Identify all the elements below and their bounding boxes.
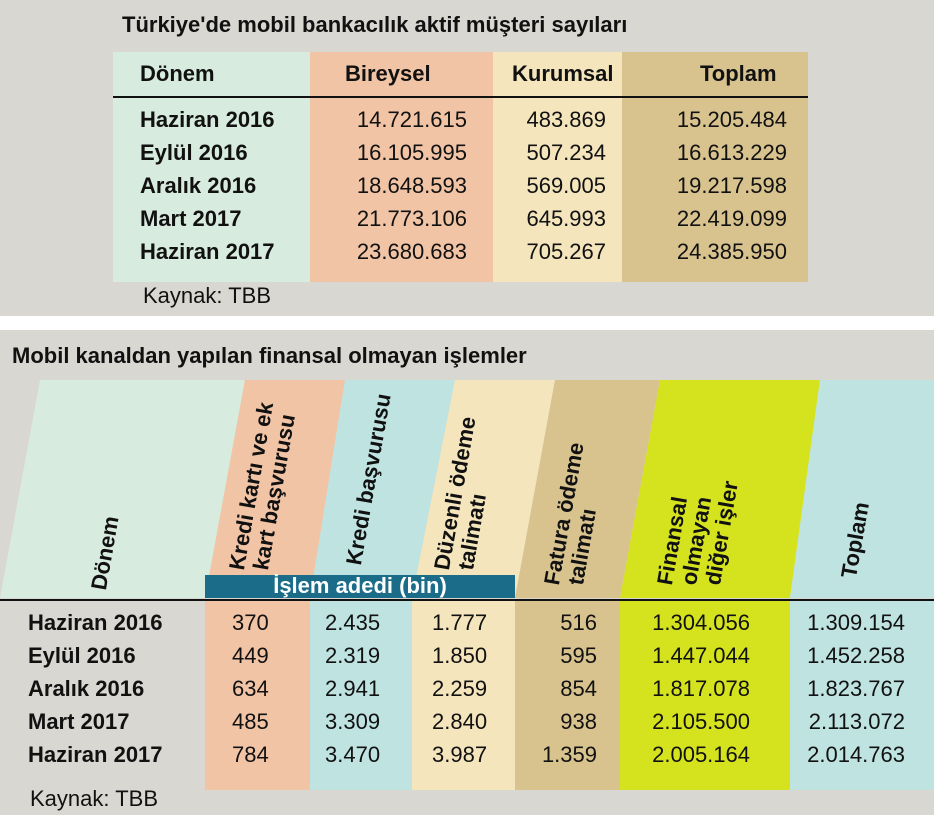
- cell: 2.113.072: [809, 709, 905, 734]
- cell: 24.385.950: [677, 239, 787, 264]
- col-bg: [790, 380, 934, 598]
- cell: 854: [560, 676, 597, 701]
- cell: 19.217.598: [677, 173, 787, 198]
- column-header: Kurumsal: [512, 61, 613, 86]
- cell: 507.234: [526, 140, 606, 165]
- cell: 516: [560, 610, 597, 635]
- cell: 14.721.615: [357, 107, 467, 132]
- row-label: Haziran 2017: [28, 742, 163, 767]
- cell: 16.613.229: [677, 140, 787, 165]
- col-bg: [205, 380, 345, 598]
- source: Kaynak: TBB: [143, 283, 271, 308]
- cell: 2.005.164: [652, 742, 750, 767]
- cell: 18.648.593: [357, 173, 467, 198]
- column-header: Toplam: [700, 61, 777, 86]
- cell: 1.447.044: [652, 643, 750, 668]
- cell: 2.941: [325, 676, 380, 701]
- unit-bar: [205, 575, 515, 598]
- cell: 569.005: [526, 173, 606, 198]
- cell: 1.777: [432, 610, 487, 635]
- col-bg: [622, 52, 808, 282]
- col-bg: [412, 380, 555, 598]
- cell: 16.105.995: [357, 140, 467, 165]
- cell: 2.319: [325, 643, 380, 668]
- row-label: Haziran 2017: [140, 239, 275, 264]
- col-bg: [620, 380, 820, 598]
- col-bg: [310, 380, 455, 598]
- unit-label: İşlem adedi (bin): [273, 573, 447, 598]
- cell: 705.267: [526, 239, 606, 264]
- source: Kaynak: TBB: [30, 786, 158, 811]
- cell: 1.309.154: [807, 610, 905, 635]
- col-bg: [493, 52, 622, 282]
- cell: 1.823.767: [807, 676, 905, 701]
- col-bg: [0, 380, 245, 598]
- col-bg: [515, 380, 660, 598]
- col-bg: [310, 600, 412, 790]
- cell: 21.773.106: [357, 206, 467, 231]
- title: Türkiye'de mobil bankacılık aktif müşter…: [122, 12, 627, 37]
- cell: 483.869: [526, 107, 606, 132]
- cell: 3.309: [325, 709, 380, 734]
- cell: 2.259: [432, 676, 487, 701]
- row-label: Aralık 2016: [28, 676, 144, 701]
- row-label: Haziran 2016: [140, 107, 275, 132]
- row-label: Haziran 2016: [28, 610, 163, 635]
- column-header: Dönem: [140, 61, 215, 86]
- row-label: Eylül 2016: [28, 643, 136, 668]
- cell: 449: [232, 643, 269, 668]
- cell: 3.987: [432, 742, 487, 767]
- cell: 1.359: [542, 742, 597, 767]
- cell: 3.470: [325, 742, 380, 767]
- cell: 2.435: [325, 610, 380, 635]
- cell: 485: [232, 709, 269, 734]
- cell: 784: [232, 742, 269, 767]
- col-bg: [515, 600, 620, 790]
- cell: 595: [560, 643, 597, 668]
- cell: 645.993: [526, 206, 606, 231]
- col-bg: [205, 600, 310, 790]
- cell: 15.205.484: [677, 107, 787, 132]
- cell: 1.452.258: [807, 643, 905, 668]
- row-label: Mart 2017: [28, 709, 130, 734]
- cell: 2.014.763: [807, 742, 905, 767]
- col-bg: [310, 52, 493, 282]
- cell: 1.850: [432, 643, 487, 668]
- cell: 22.419.099: [677, 206, 787, 231]
- col-bg: [412, 600, 515, 790]
- cell: 2.840: [432, 709, 487, 734]
- cell: 634: [232, 676, 269, 701]
- title: Mobil kanaldan yapılan finansal olmayan …: [12, 343, 527, 368]
- cell: 1.304.056: [652, 610, 750, 635]
- col-bg: [620, 600, 790, 790]
- row-label: Mart 2017: [140, 206, 242, 231]
- cell: 1.817.078: [652, 676, 750, 701]
- row-label: Eylül 2016: [140, 140, 248, 165]
- col-bg: [790, 600, 934, 790]
- cell: 938: [560, 709, 597, 734]
- cell: 2.105.500: [652, 709, 750, 734]
- col-bg: [113, 52, 310, 282]
- row-label: Aralık 2016: [140, 173, 256, 198]
- cell: 370: [232, 610, 269, 635]
- column-header: Bireysel: [345, 61, 431, 86]
- cell: 23.680.683: [357, 239, 467, 264]
